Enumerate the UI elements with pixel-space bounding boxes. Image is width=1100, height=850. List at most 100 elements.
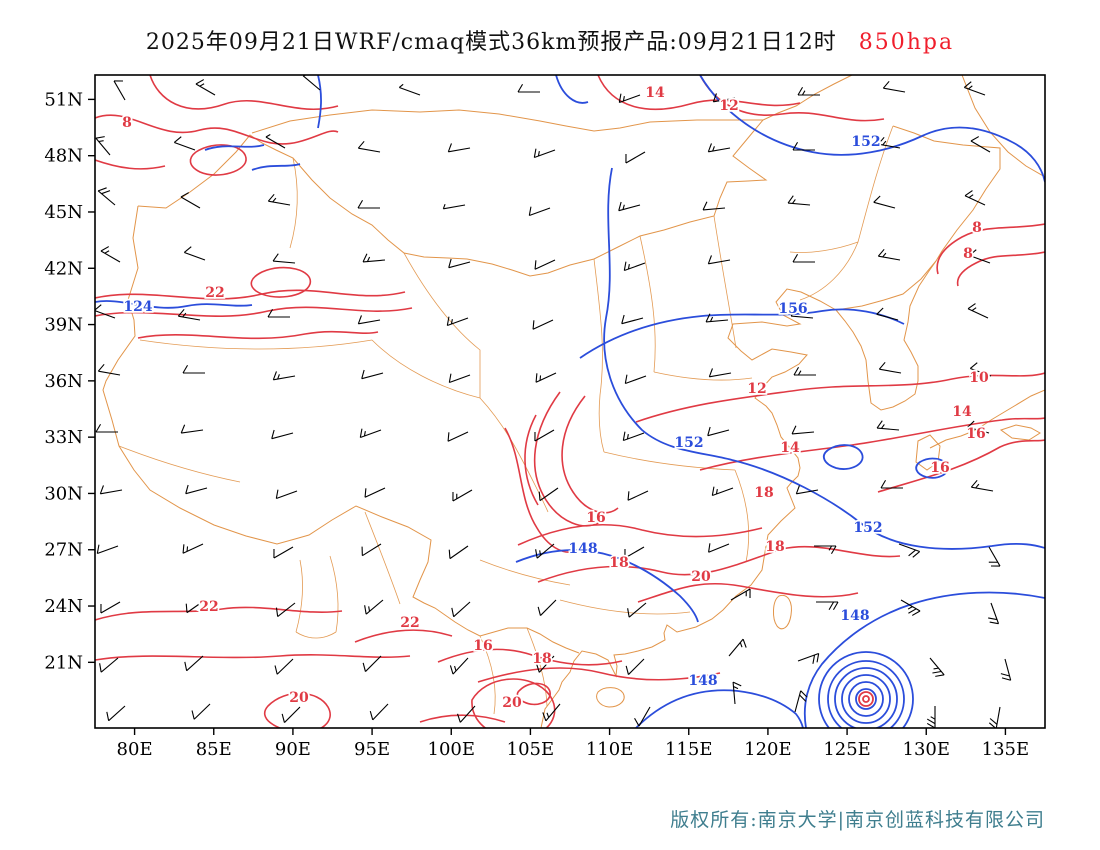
wind-barb [447,143,471,153]
temperature-label: 16 [966,426,985,442]
wind-barb [177,308,201,321]
wind-barb-staff [792,431,815,435]
wind-barb-staff [193,703,211,720]
wind-barb-feather [792,141,799,151]
temperature-contour-path [95,289,406,300]
wind-barb [95,423,118,433]
wind-barb-feather [183,246,192,253]
wind-barb-feather [272,253,279,262]
wind-barb-staff [538,655,555,673]
temperature-contour-path [437,648,623,666]
hainan-island [596,687,625,708]
wind-barb [275,489,298,500]
temperature-contours-layer [95,75,1045,728]
wind-barb [361,369,384,380]
wind-barb [364,487,386,498]
wind-barb-staff [399,86,421,96]
map-boundary-path [799,125,894,301]
wind-barb-feather [195,79,205,85]
x-axis-label: 105E [507,739,555,760]
wind-barb-staff [728,638,744,657]
wind-barb [882,80,906,93]
wind-barb-staff [876,313,899,321]
temperature-label: 8 [972,220,982,236]
temperature-label: 14 [952,404,972,420]
wind-barb-staff [540,599,557,616]
wind-barb-staff [873,201,896,209]
wind-barb-half-feather [933,667,939,670]
wind-barb [712,93,736,103]
wind-barb-feather [618,201,622,211]
wind-barb-feather [448,373,452,383]
wind-barb-staff [618,204,641,212]
wind-barb [457,705,476,723]
wind-barb-feather [535,373,538,383]
wind-barb [362,655,382,672]
wind-barb-staff [273,375,296,381]
wind-barb [362,253,386,263]
wind-barb-feather [534,260,537,270]
wind-barb-half-feather [797,370,802,376]
wind-barb [898,543,921,558]
wind-barb-half-feather [454,665,457,672]
wind-barb [623,261,646,272]
map-boundary-path [295,559,303,633]
x-axis-label: 80E [117,739,153,760]
height-contour-path [95,300,253,309]
wind-barb-half-feather [265,134,271,138]
wind-barb-staff [372,703,389,721]
wind-barb-layer [95,75,1012,728]
y-axis-label: 33N [44,427,83,448]
wind-barb [272,371,296,381]
x-axis-label: 115E [665,739,713,760]
wind-barb-feather [908,549,916,557]
wind-barb-staff [706,319,729,323]
wind-barb-feather [787,195,794,204]
wind-barb-feather [101,190,111,195]
typhoon-center-ring [858,691,874,707]
wind-barb [624,546,645,559]
axis-labels: 80E 85E 90E 95E 100E 105E 110E 115E 120E 125E 130E… [44,89,1029,760]
temperature-label: 20 [289,690,309,706]
wind-barb-staff [534,429,555,442]
wind-barb-half-feather [712,146,715,152]
height-contour-path [822,444,864,470]
wind-barb-staff [358,319,381,325]
wind-barb [964,190,986,206]
wind-barb-staff [970,140,991,153]
map-boundary-path [329,555,339,633]
wind-barb-feather [542,712,547,722]
wind-barb-staff [707,429,730,437]
wind-barb-staff [284,706,301,723]
wind-barb-half-feather [537,151,540,157]
wind-barb-half-feather [627,264,630,270]
wind-barb-feather [963,81,972,88]
map-boundary-path [559,599,691,615]
wind-barb [357,315,381,325]
wind-barb-feather [451,607,455,617]
wind-barb-staff [97,545,119,555]
wind-barb [627,490,649,501]
wind-barb-staff [453,601,471,618]
wind-barb [534,429,555,442]
wind-barb [542,703,561,722]
map-boundary-path [713,215,737,349]
map-boundary-path [118,445,241,483]
wind-barb-half-feather [98,140,104,143]
wind-barb-staff [709,372,732,378]
wind-barb-feather [705,313,711,323]
wind-barb-half-feather [368,606,371,612]
temperature-contour-path [936,223,1045,275]
wind-barb [275,602,296,617]
wind-barb-feather [793,366,800,376]
wind-barb [113,80,126,101]
wind-barb-staff [545,703,561,722]
wind-barb-staff [929,657,945,676]
wind-barb-half-feather [182,312,187,318]
x-axis-label: 85E [196,739,232,760]
wind-barb-feather [935,674,945,677]
wind-barb-staff [98,370,121,376]
wind-barb-half-feather [907,606,913,610]
